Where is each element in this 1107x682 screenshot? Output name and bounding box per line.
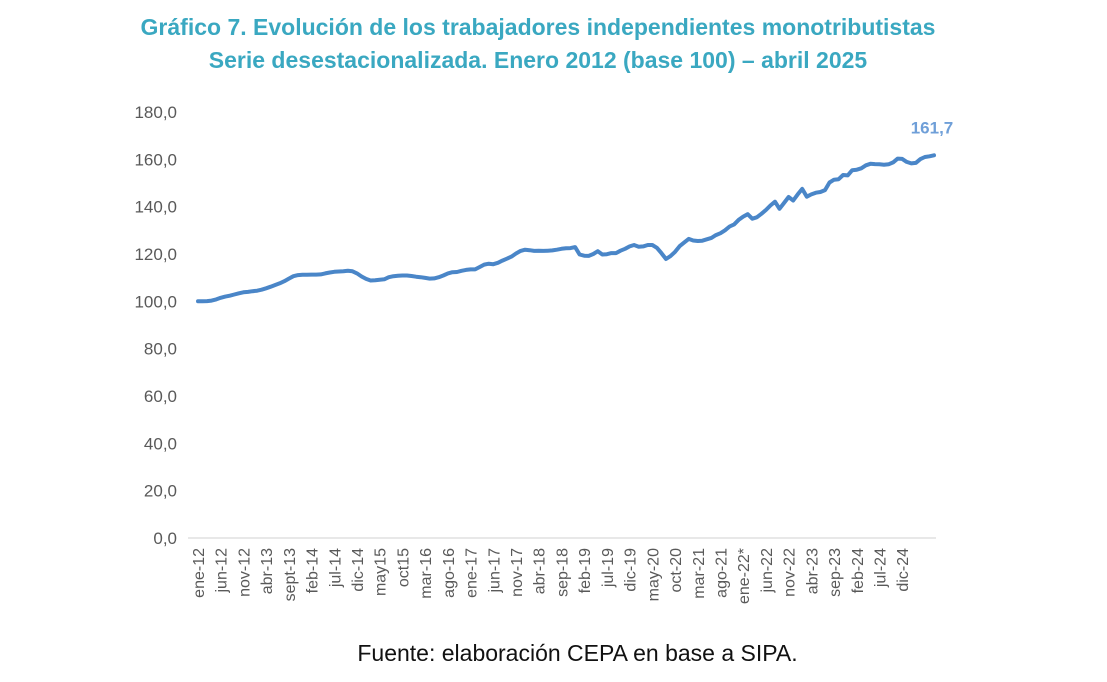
- y-tick-label: 0,0: [153, 529, 177, 548]
- x-tick-label: jun-17: [486, 548, 503, 594]
- x-tick-label: oct15: [395, 548, 412, 587]
- x-tick-label: feb-24: [850, 548, 867, 593]
- x-tick-label: sept-13: [282, 548, 299, 601]
- x-tick-label: sep-23: [827, 548, 844, 597]
- chart-title: Gráfico 7. Evolución de los trabajadores…: [140, 14, 936, 40]
- source-note: Fuente: elaboración CEPA en base a SIPA.: [357, 640, 798, 666]
- x-tick-label: dic-19: [623, 548, 640, 592]
- x-tick-label: sep-18: [554, 548, 571, 597]
- x-tick-label: feb-19: [577, 548, 594, 593]
- x-tick-label: jun-22: [759, 548, 776, 594]
- series-line: [196, 153, 936, 304]
- y-tick-label: 60,0: [144, 387, 177, 406]
- x-tick-label: dic-14: [350, 548, 367, 592]
- x-tick-label: ene-12: [191, 548, 208, 598]
- x-tick-label: jul-24: [872, 548, 889, 588]
- x-tick-label: feb-14: [305, 548, 322, 593]
- x-tick-label: abr-13: [259, 548, 276, 594]
- x-tick-label: oct-20: [668, 548, 685, 593]
- x-tick-label: jul-14: [327, 548, 344, 588]
- y-tick-label: 100,0: [134, 292, 177, 311]
- y-tick-label: 40,0: [144, 434, 177, 453]
- x-tick-label: ago-21: [713, 548, 730, 598]
- y-tick-label: 160,0: [134, 150, 177, 169]
- x-tick-label: ago-16: [441, 548, 458, 598]
- x-tick-label: abr-23: [804, 548, 821, 594]
- x-tick-label: abr-18: [532, 548, 549, 594]
- x-tick-label: dic-24: [895, 548, 912, 592]
- x-tick-label: jul-19: [600, 548, 617, 588]
- y-tick-label: 140,0: [134, 198, 177, 217]
- x-tick-label: mar-16: [418, 548, 435, 599]
- x-tick-label: mar-21: [691, 548, 708, 599]
- x-tick-label: nov-12: [236, 548, 253, 597]
- y-axis: 0,0 20,0 40,0 60,0 80,0 100,0 120,0 140,0 160,0 1…: [134, 103, 177, 548]
- y-tick-label: 20,0: [144, 482, 177, 501]
- x-axis: ene-12 jun-12 nov-12 abr-13 sept-13 feb-14 jul…: [191, 548, 912, 604]
- data-label-last: 161,7: [911, 118, 954, 137]
- x-tick-label: nov-22: [782, 548, 799, 597]
- y-tick-label: 80,0: [144, 340, 177, 359]
- x-tick-label: ene-22*: [736, 548, 753, 604]
- y-tick-label: 120,0: [134, 245, 177, 264]
- y-tick-label: 180,0: [134, 103, 177, 122]
- chart-subtitle: Serie desestacionalizada. Enero 2012 (ba…: [208, 47, 868, 73]
- plot-area: 161,7: [196, 118, 954, 304]
- x-tick-label: ene-17: [464, 548, 481, 598]
- x-tick-label: may15: [373, 548, 390, 596]
- x-tick-label: may-20: [645, 548, 662, 601]
- x-tick-label: nov-17: [509, 548, 526, 597]
- x-tick-label: jun-12: [214, 548, 231, 594]
